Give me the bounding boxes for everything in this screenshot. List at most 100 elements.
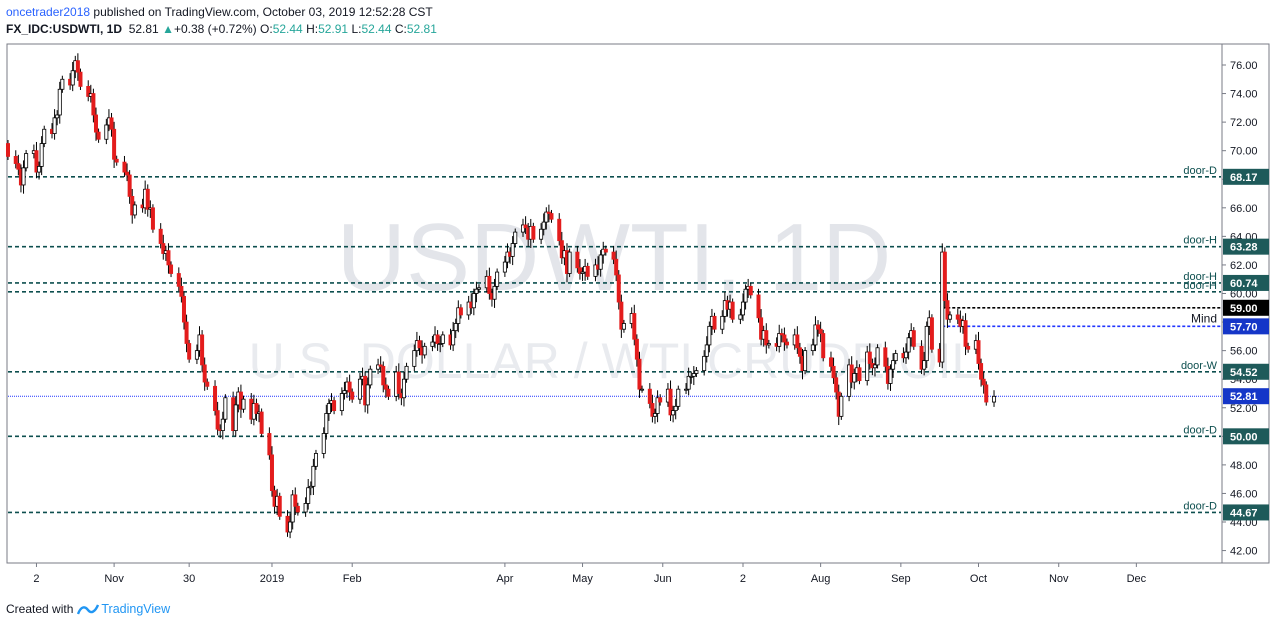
candle-body xyxy=(888,368,893,384)
candle-body xyxy=(637,358,642,390)
candle-body xyxy=(557,218,562,242)
y-tick-label: 70.00 xyxy=(1230,146,1258,158)
close-label: C: xyxy=(394,22,407,36)
candle-body xyxy=(963,320,968,347)
candle-body xyxy=(505,251,510,263)
level-label: door-H xyxy=(1183,280,1217,292)
tradingview-brand[interactable]: TradingView xyxy=(101,602,171,616)
candle-body xyxy=(810,344,815,352)
candle-body xyxy=(288,521,293,533)
candle-body xyxy=(906,337,911,353)
level-label: door-H xyxy=(1183,235,1217,247)
tradingview-logo-icon xyxy=(77,604,100,615)
candle-body xyxy=(109,117,114,130)
x-tick-label: May xyxy=(572,573,593,585)
candle-body xyxy=(797,347,802,357)
candle-body xyxy=(857,367,862,382)
candle-body xyxy=(383,384,388,390)
candle-body xyxy=(114,158,119,163)
candle-body xyxy=(57,88,62,116)
candle-body xyxy=(357,378,362,400)
candle-body xyxy=(619,301,624,330)
candle-body xyxy=(738,314,743,320)
open-label: O: xyxy=(260,22,273,36)
candle-body xyxy=(125,171,130,176)
candle-body xyxy=(929,317,934,350)
candle-body xyxy=(919,345,924,370)
candle-body xyxy=(233,404,238,432)
candle-body xyxy=(544,211,549,223)
price-tags: 68.17 63.28 60.74 54.52 50.00 44.67 59.00 57.70… xyxy=(1223,168,1269,521)
candle-body xyxy=(541,221,546,230)
candle-body xyxy=(277,495,282,517)
candle-body xyxy=(546,211,551,214)
candle-body xyxy=(440,334,445,344)
publish-info: oncetrader2018 published on TradingView.… xyxy=(6,5,433,19)
candle-body xyxy=(580,271,585,274)
candle-body xyxy=(290,494,295,523)
candle-body xyxy=(179,285,184,297)
candle-body xyxy=(634,338,639,360)
price-change: +0.38 (+0.72%) xyxy=(173,22,257,36)
short-level-price-tag-text: 59.00 xyxy=(1230,303,1258,315)
candle-body xyxy=(169,264,174,274)
candle-body xyxy=(347,381,352,393)
candle-body xyxy=(686,375,691,390)
candle-body xyxy=(575,251,580,269)
last-price: 52.81 xyxy=(128,22,159,36)
candle-body xyxy=(386,388,391,397)
level-label: door-D xyxy=(1183,500,1217,512)
candle-body xyxy=(24,153,29,169)
candle-body xyxy=(181,295,186,323)
high-value: 52.91 xyxy=(318,22,349,36)
candle-body xyxy=(308,485,313,489)
high-label: H: xyxy=(306,22,319,36)
candle-body xyxy=(531,225,536,240)
candle-body xyxy=(603,248,608,253)
candle-body xyxy=(632,313,637,340)
candle-body xyxy=(577,267,582,274)
candle-body xyxy=(52,117,57,134)
candle-body xyxy=(585,265,590,277)
candle-body xyxy=(21,167,26,186)
candle-body xyxy=(658,397,663,403)
candle-body xyxy=(766,343,771,346)
candle-body xyxy=(549,213,554,220)
candle-body xyxy=(39,143,44,167)
candle-body xyxy=(60,78,65,90)
level-price-tag-text: 44.67 xyxy=(1230,507,1258,519)
y-tick-label: 42.00 xyxy=(1230,546,1258,558)
candle-body xyxy=(42,128,47,144)
candle-body xyxy=(567,251,572,274)
candle-body xyxy=(215,410,220,430)
open-value: 52.44 xyxy=(272,22,303,36)
candle-body xyxy=(784,341,789,346)
candle-body xyxy=(13,155,18,164)
candle-body xyxy=(161,243,166,254)
close-value: 52.81 xyxy=(406,22,437,36)
candle-body xyxy=(707,325,712,346)
candle-body xyxy=(435,334,440,344)
candle-body xyxy=(598,254,603,270)
candle-body xyxy=(487,275,492,294)
y-tick-label: 76.00 xyxy=(1230,60,1258,72)
candle-body xyxy=(112,128,117,160)
candle-body xyxy=(96,131,101,140)
candle-body xyxy=(213,385,218,412)
candle-body xyxy=(145,188,150,210)
x-tick-label: Dec xyxy=(1127,573,1147,585)
candle-body xyxy=(942,251,947,302)
candle-body xyxy=(412,350,417,367)
candle-body xyxy=(891,360,896,370)
candle-body xyxy=(37,165,42,173)
author-link[interactable]: oncetrader2018 xyxy=(6,5,91,19)
x-tick-label: Aug xyxy=(811,573,831,585)
candle-body xyxy=(816,324,821,330)
candle-body xyxy=(981,378,986,386)
candle-body xyxy=(269,454,274,491)
x-tick-label: 2019 xyxy=(260,573,284,585)
candle-body xyxy=(691,373,696,377)
candle-body xyxy=(453,323,458,332)
candle-body xyxy=(621,323,626,330)
